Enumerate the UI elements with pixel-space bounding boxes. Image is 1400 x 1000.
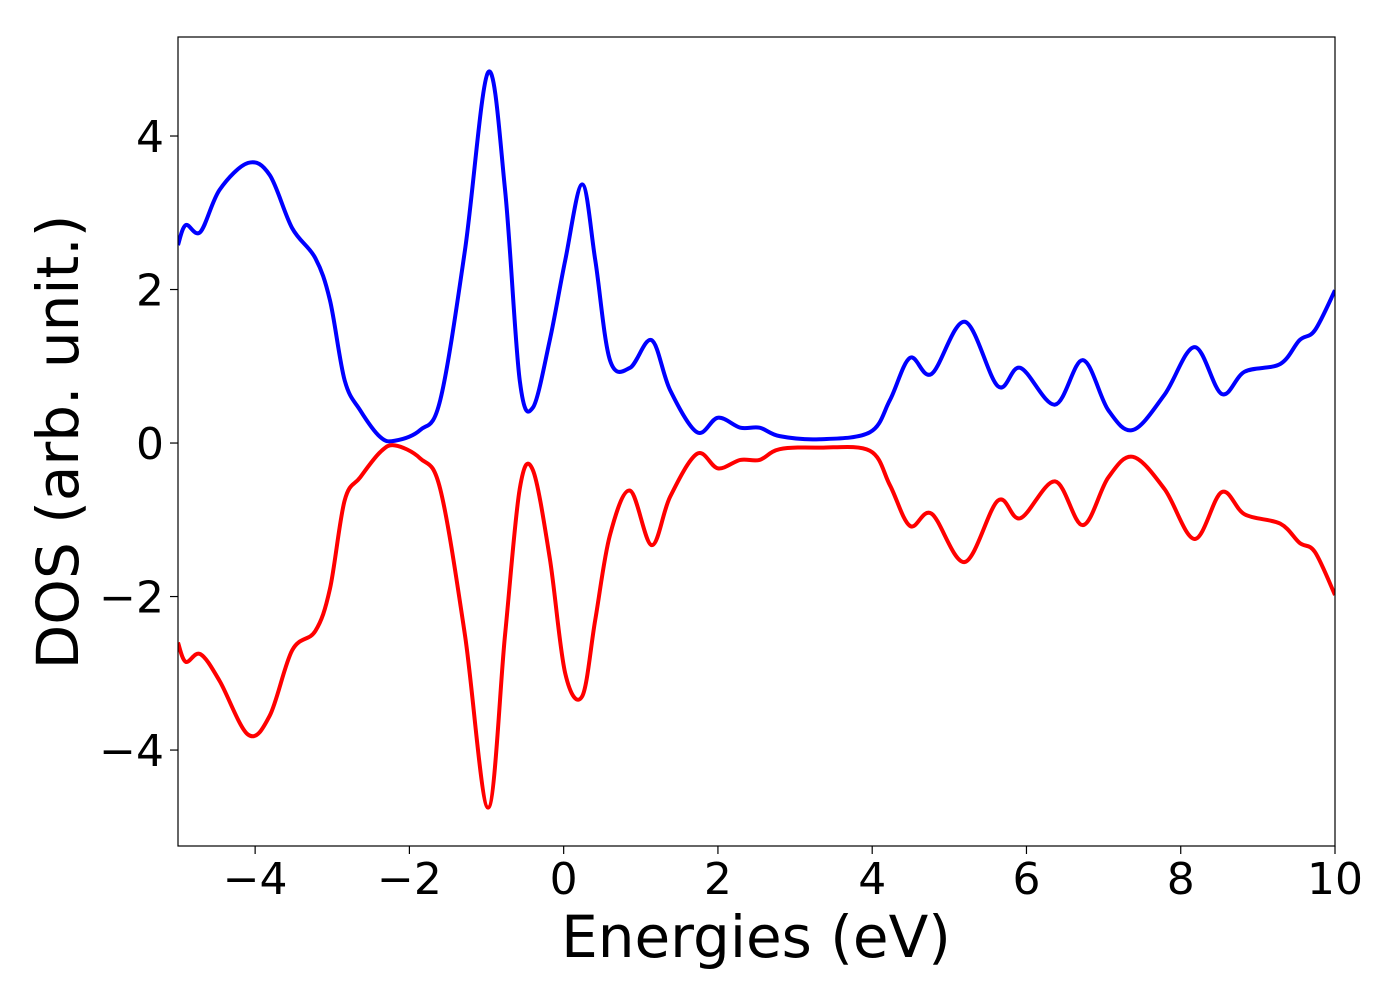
plot-frame	[177, 36, 1336, 847]
y-tick-label: −2	[99, 573, 164, 624]
x-tick-label: 4	[858, 854, 886, 905]
y-tick-label: 0	[136, 419, 164, 470]
x-tick-label: 10	[1307, 854, 1363, 905]
x-tick-label: 8	[1167, 854, 1195, 905]
x-tick-label: 6	[1012, 854, 1040, 905]
dos-line	[178, 443, 1335, 810]
y-axis-label: DOS (arb. unit.)	[24, 215, 92, 670]
x-tick-label: −4	[223, 854, 288, 905]
x-tick-label: 2	[704, 854, 732, 905]
y-tick-label: −4	[99, 726, 164, 777]
y-tick-label: 4	[136, 112, 164, 163]
x-tick-label: 0	[550, 854, 578, 905]
y-tick-label: 2	[136, 266, 164, 317]
x-tick-label: −2	[377, 854, 442, 905]
x-axis-label: Energies (eV)	[561, 903, 951, 971]
dos-line	[178, 69, 1335, 444]
